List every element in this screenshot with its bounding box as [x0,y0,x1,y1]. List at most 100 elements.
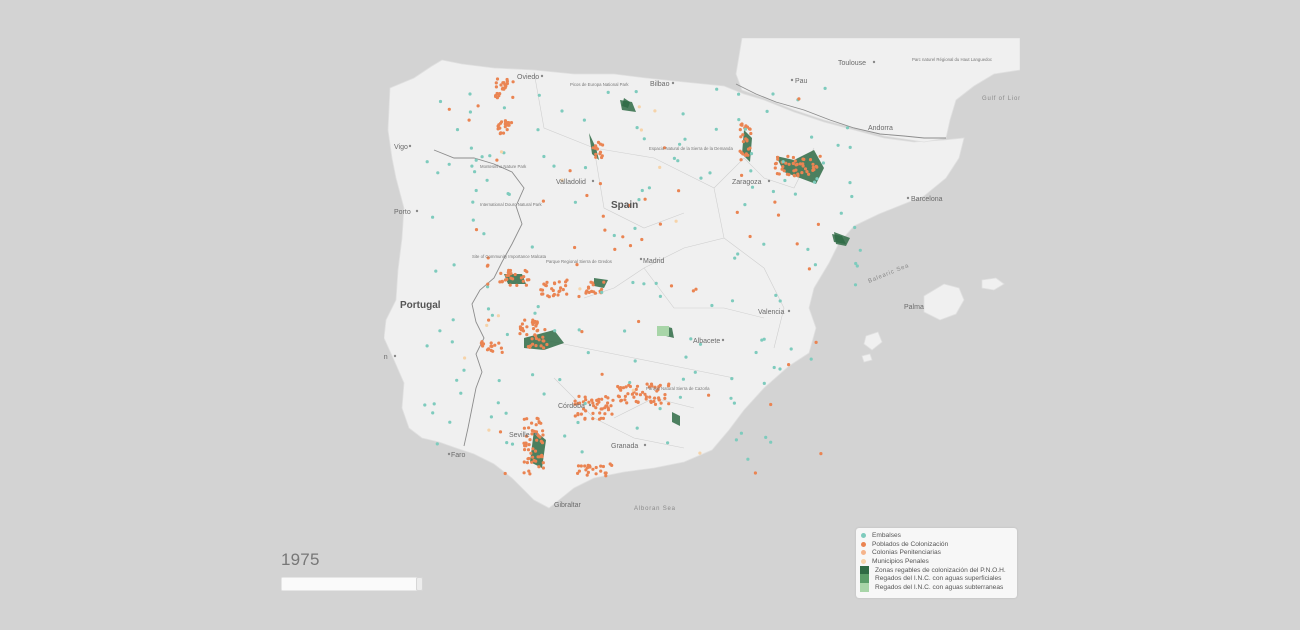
colonization-settlement-marker [738,128,742,132]
reservoir-marker [490,313,494,317]
reservoir-marker [436,171,440,175]
reservoir-marker [502,151,506,155]
colonization-settlement-marker [808,158,813,162]
map-canvas[interactable]: Oviedo Bilbao Vigo Valladolid Zaragoza B… [384,38,1020,518]
colonization-settlement-marker [638,393,642,397]
colonization-settlement-marker [559,286,563,290]
reservoir-marker [583,401,587,406]
reservoir-marker [633,226,637,230]
colonization-settlement-marker [666,384,671,388]
colonization-settlement-marker [577,394,581,398]
colonization-settlement-marker [576,464,581,468]
city-label-lisbon: Lisbon [384,354,388,361]
colonization-settlement-marker [811,168,815,172]
irrigation-zone [672,412,680,426]
colonization-settlement-marker [528,472,532,476]
colonization-settlement-marker [505,79,509,83]
colonization-settlement-marker [601,416,605,420]
colonization-settlement-marker [753,471,757,475]
city-label-palma: Palma [904,304,924,311]
colonization-settlement-marker [586,470,590,474]
reservoir-marker [530,245,534,249]
colonization-settlement-marker [543,328,547,332]
colonization-settlement-marker [741,152,745,156]
legend-label: Regados del I.N.C. con aguas subterranea… [875,583,1004,591]
colonization-settlement-marker [522,426,526,430]
colonization-settlement-marker [537,465,541,469]
reservoir-marker [689,337,693,341]
reservoir-marker [750,185,755,189]
reservoir-marker [737,92,741,96]
irrigation-zone [776,150,824,184]
colonization-settlement-marker [494,94,498,99]
colonization-settlement-marker [636,400,640,404]
reservoir-marker [642,137,646,141]
colonization-settlement-marker [738,149,742,153]
colonization-settlement-marker [498,430,503,434]
france-land [735,38,1020,143]
colonization-settlement-marker [602,280,606,284]
reservoir-marker [459,391,463,395]
reservoir-marker [762,337,766,341]
reservoir-marker [438,329,442,333]
colonization-settlement-marker [509,121,514,125]
colonization-settlement-marker [499,83,503,87]
colonization-settlement-marker [591,467,595,471]
colonization-settlement-marker [745,125,750,129]
colonization-settlement-marker [797,97,801,101]
colonization-settlement-marker [643,392,647,396]
reservoir-marker [455,128,460,132]
reservoir-marker [542,154,546,159]
colonization-settlement-marker [495,158,499,162]
colonization-settlement-marker [584,468,588,472]
park-label-douro: International Douro Natural Park [480,202,542,207]
colonization-settlement-marker [522,471,526,475]
city-label-valencia: Valencia [758,309,784,316]
reservoir-marker [536,305,540,309]
colonization-settlement-marker [663,396,667,400]
poblados-marker-icon [861,541,866,547]
sea-label-balearic: Balearic Sea [868,263,911,285]
colonization-settlement-marker [584,409,588,413]
map-area[interactable]: Oviedo Bilbao Vigo Valladolid Zaragoza B… [384,38,1020,518]
colonization-settlement-marker [603,406,607,410]
colonization-settlement-marker [652,399,656,403]
colonization-settlement-marker [577,294,581,299]
colonization-settlement-marker [644,395,648,399]
reservoir-marker [734,438,738,442]
colonization-settlement-marker [535,438,539,442]
colonization-settlement-marker [541,461,545,465]
colonization-settlement-marker [598,182,602,186]
reservoir-marker [563,434,567,438]
colonization-settlement-marker [518,332,522,336]
reservoir-marker [809,357,813,361]
reservoir-marker [736,252,740,256]
reservoir-marker [462,368,466,372]
reservoir-marker [853,283,858,287]
reservoir-marker [733,256,737,260]
colonization-settlement-marker [748,234,752,239]
timeline-handle[interactable] [416,577,424,591]
colonization-settlement-marker [657,396,661,400]
reservoir-marker [582,118,586,122]
city-label-zaragoza: Zaragoza [732,179,762,186]
timeline-slider[interactable] [281,577,424,591]
colonization-settlement-marker [669,284,674,288]
colonization-settlement-marker [594,465,598,470]
reservoir-marker [681,377,685,381]
colonization-settlement-marker [534,423,538,427]
reservoir-marker [783,178,787,183]
colonization-settlement-marker [655,389,659,393]
reservoir-marker [470,164,474,168]
colonization-settlement-marker [604,474,608,478]
reservoir-marker [760,338,764,342]
reservoir-marker [654,281,658,285]
colonization-settlement-marker [627,203,631,208]
reservoir-marker [848,145,852,149]
colonization-settlement-marker [599,416,603,420]
reservoir-marker [531,373,535,377]
legend-row-colonias: Colonias Penitenciarias [860,548,1013,557]
colonization-settlement-marker [500,279,504,283]
city-label-pau: Pau [795,78,808,85]
colonization-settlement-marker [744,152,748,156]
